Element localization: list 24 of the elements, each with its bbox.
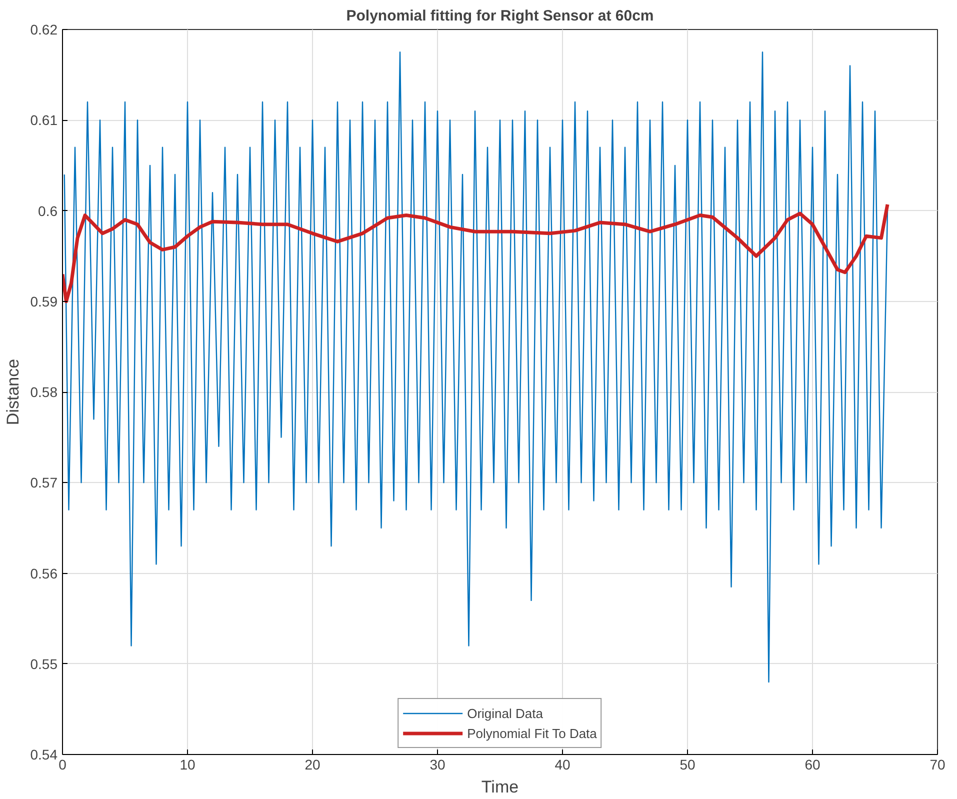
line-series bbox=[62, 202, 890, 304]
y-tick-label: 0.62 bbox=[30, 22, 58, 38]
x-tick-label: 60 bbox=[804, 756, 820, 772]
line-series bbox=[64, 52, 888, 683]
x-tick-label: 20 bbox=[304, 756, 320, 772]
x-tick-label: 0 bbox=[58, 756, 67, 772]
y-tick-label: 0.56 bbox=[30, 565, 58, 582]
y-tick-label: 0.59 bbox=[30, 293, 58, 310]
chart-title: Polynomial fitting for Right Sensor at 60cm bbox=[346, 8, 654, 24]
legend-label: Original Data bbox=[467, 706, 543, 720]
y-tick-label: 0.58 bbox=[30, 384, 58, 400]
y-tick-label: 0.54 bbox=[30, 746, 58, 762]
y-tick-label: 0.55 bbox=[30, 656, 58, 672]
x-tick-label: 40 bbox=[554, 756, 570, 772]
x-tick-label: 30 bbox=[430, 756, 446, 772]
x-tick-label: 70 bbox=[930, 756, 946, 772]
legend-label: Polynomial Fit To Data bbox=[467, 726, 597, 740]
y-axis-title: Distance bbox=[3, 358, 22, 426]
x-tick-label: 10 bbox=[180, 756, 196, 772]
y-tick-label: 0.57 bbox=[30, 474, 58, 491]
y-tick-label: 0.61 bbox=[30, 112, 58, 128]
y-tick-label: 0.6 bbox=[38, 202, 58, 219]
x-tick-label: 50 bbox=[680, 756, 696, 772]
x-axis-title: Time bbox=[481, 778, 519, 796]
